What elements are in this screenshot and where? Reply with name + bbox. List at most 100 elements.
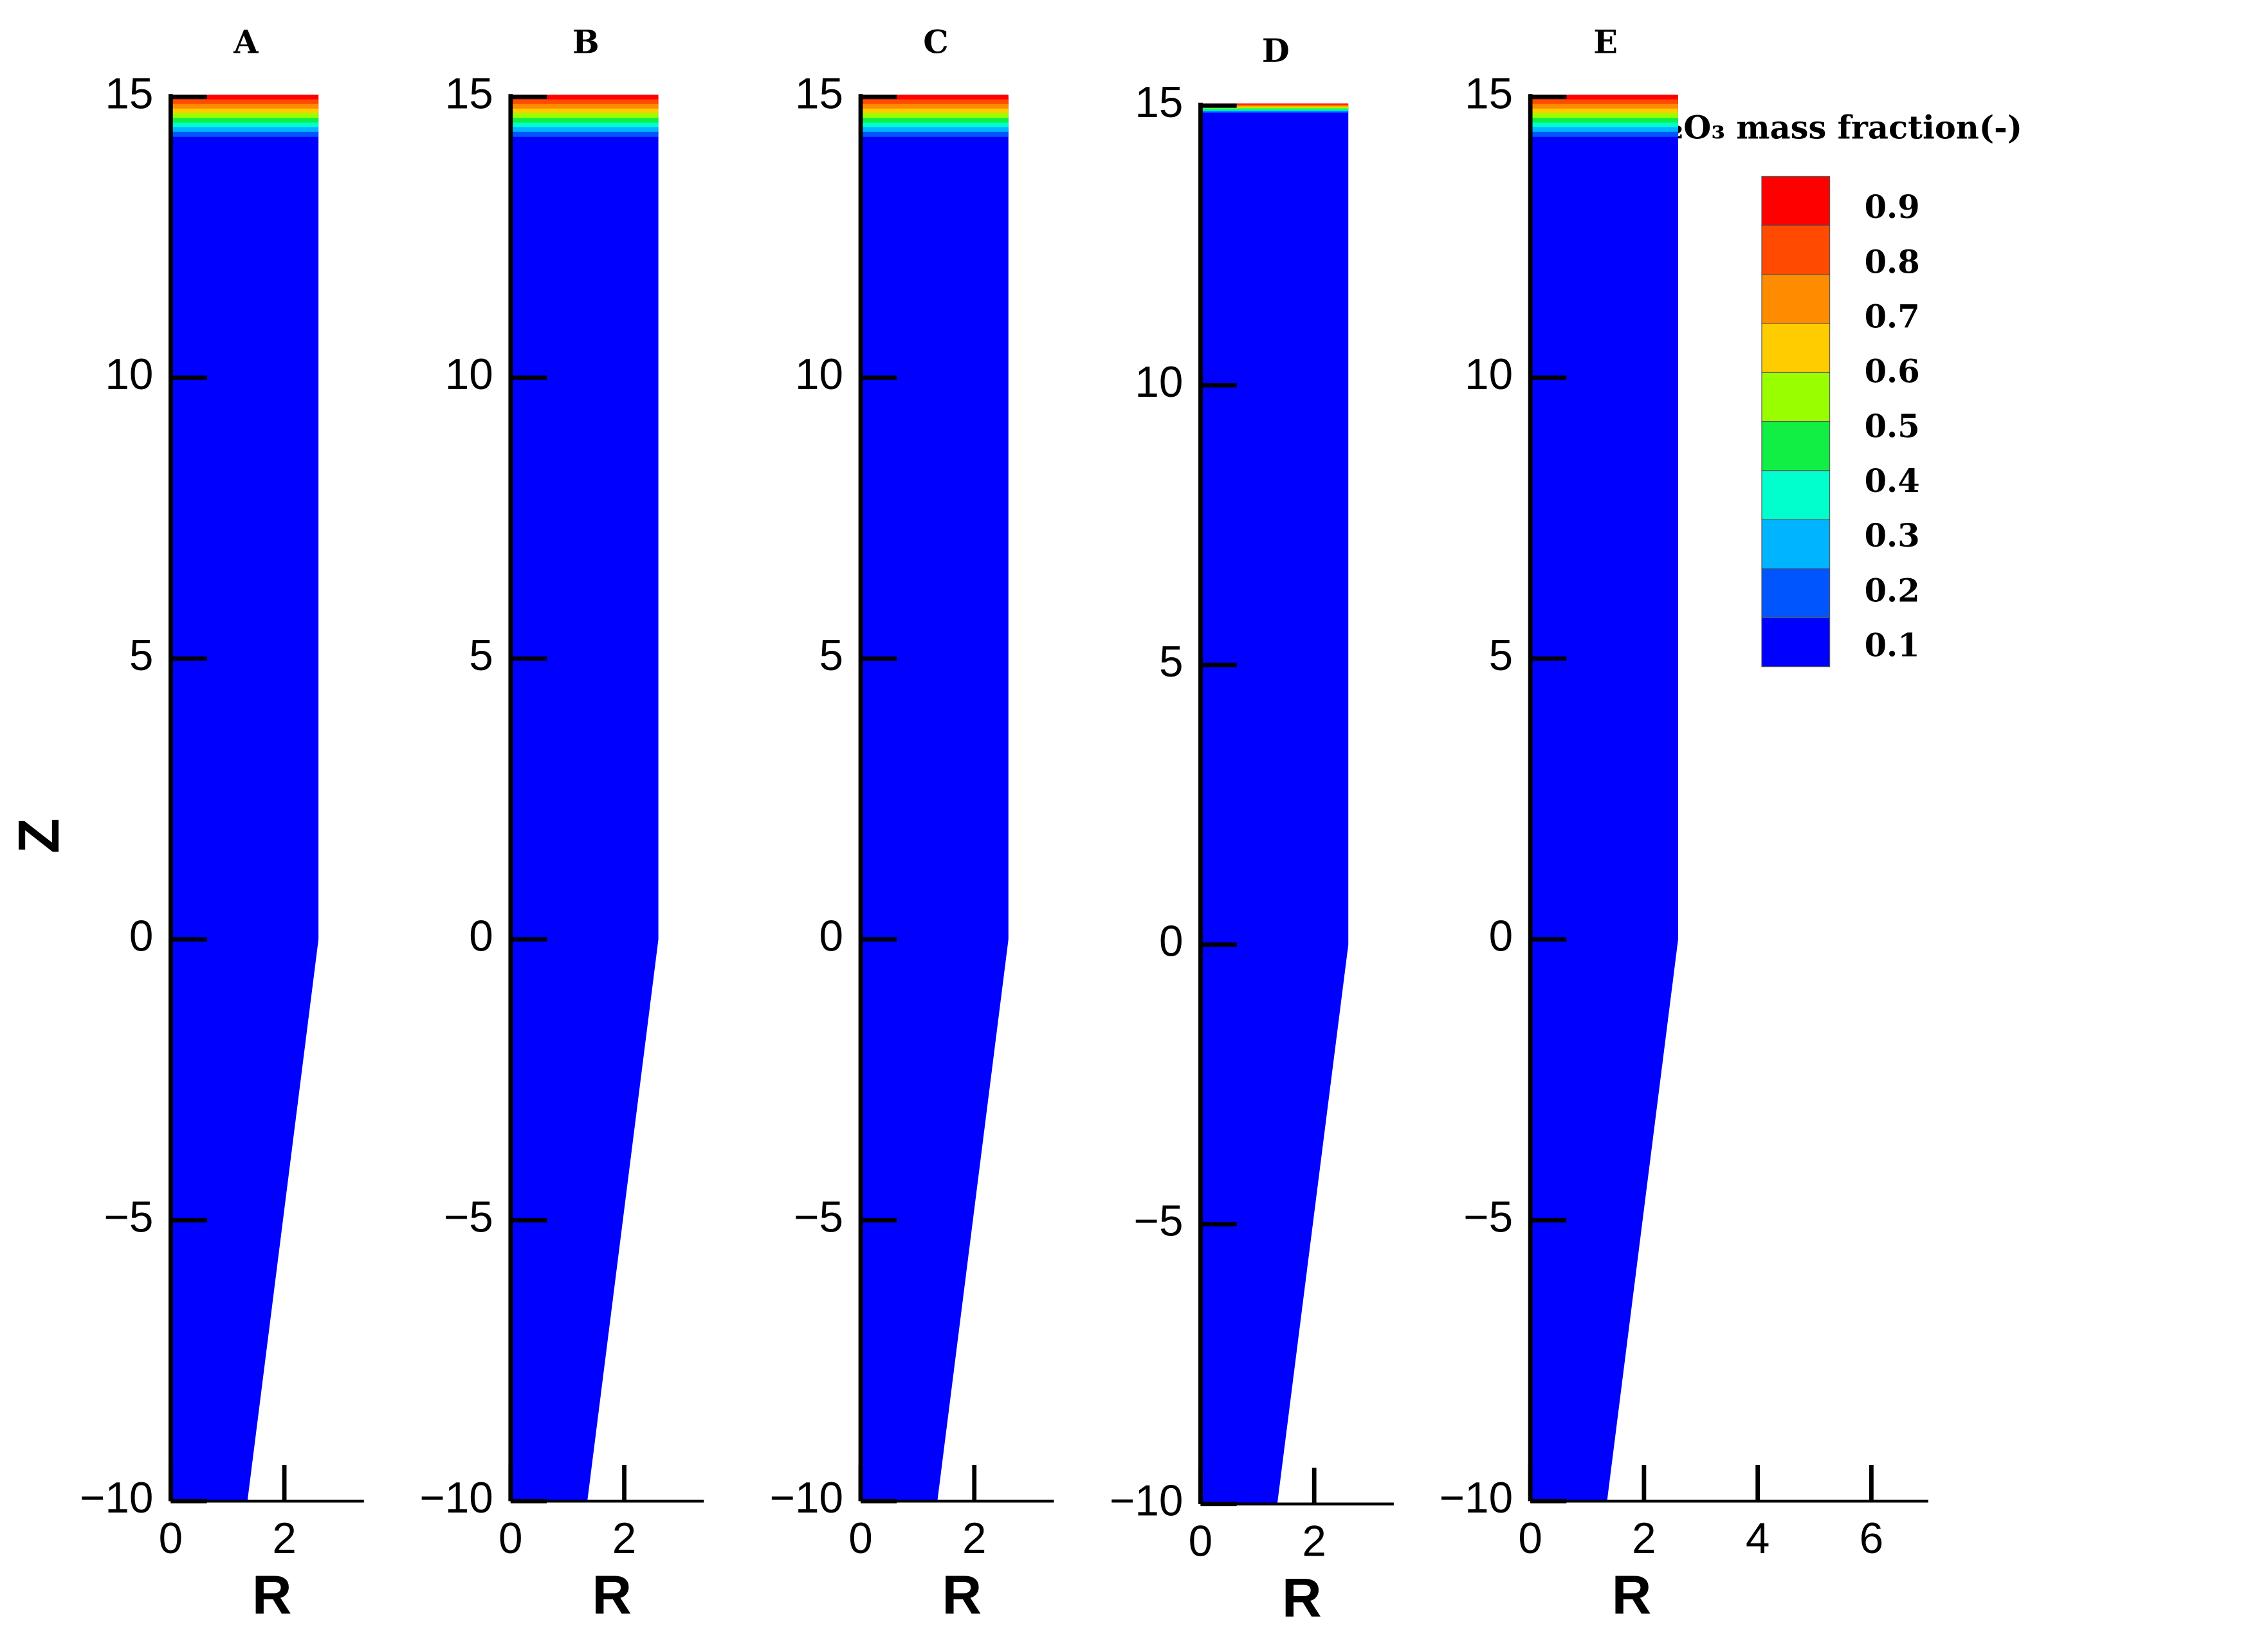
contour-layer: [170, 99, 319, 105]
y-tick-label: 15: [105, 70, 153, 118]
contour-layer: [860, 127, 1009, 132]
contour-layer: [1200, 111, 1349, 113]
contour-layer: [860, 108, 1009, 114]
contour-layer: [170, 122, 319, 128]
colorbar-band: [1761, 568, 1831, 619]
colorbar-band: [1761, 323, 1831, 373]
colorbar-band: [1761, 519, 1831, 569]
panel-title: B: [572, 24, 599, 61]
y-tick-label: 10: [445, 350, 493, 399]
contour-layer: [510, 113, 659, 118]
colorbar-band: [1761, 421, 1831, 471]
colorbar-label: 0.2: [1865, 572, 1920, 609]
contour-layer: [510, 108, 659, 114]
y-tick-label: 10: [105, 350, 153, 399]
x-tick-label: 0: [848, 1514, 873, 1563]
colorbar-band: [1761, 617, 1831, 668]
contour-layer: [170, 127, 319, 132]
contour-layer: [860, 95, 1009, 100]
y-tick-label: −5: [1463, 1193, 1513, 1241]
colorbar-band: [1761, 470, 1831, 520]
y-tick-label: 10: [1465, 350, 1513, 399]
contour-layer: [170, 118, 319, 123]
contour-layer: [1200, 103, 1349, 105]
x-tick-label: 2: [272, 1514, 297, 1563]
contour-layer: [1200, 110, 1349, 113]
x-tick-label: 2: [962, 1514, 987, 1563]
contour-layer: [860, 118, 1009, 123]
contour-layer: [170, 131, 319, 137]
y-tick-label: 0: [819, 913, 843, 961]
y-tick-label: 5: [1489, 632, 1514, 680]
colorbar-label: 0.4: [1865, 462, 1920, 500]
contour-layer: [1530, 99, 1678, 105]
domain: [510, 96, 659, 1502]
x-axis-label: R: [1612, 1565, 1652, 1626]
y-tick-label: −5: [444, 1193, 493, 1241]
colorbar-band: [1761, 372, 1831, 423]
contour-layer: [860, 104, 1009, 109]
y-tick-label: −5: [794, 1193, 843, 1241]
x-axis-label: R: [592, 1565, 632, 1626]
contour-layer: [510, 95, 659, 100]
contour-layer: [1530, 104, 1678, 109]
contour-layer: [510, 104, 659, 109]
y-tick-label: 0: [469, 913, 493, 961]
y-tick-label: 15: [795, 70, 843, 118]
y-tick-label: −5: [1134, 1197, 1184, 1246]
y-tick-label: −10: [1110, 1477, 1183, 1525]
y-tick-label: −5: [104, 1193, 153, 1241]
x-tick-label: 0: [159, 1514, 183, 1563]
x-tick-label: 0: [1189, 1517, 1213, 1565]
colorbar-band: [1761, 274, 1831, 324]
y-tick-label: −10: [419, 1474, 493, 1522]
contour-layer: [1530, 108, 1678, 114]
y-tick-label: 5: [1159, 638, 1184, 686]
x-axis-label: R: [1282, 1568, 1322, 1629]
contour-layer: [1200, 105, 1349, 107]
panel-title: E: [1593, 24, 1618, 61]
y-tick-label: 10: [1135, 358, 1183, 406]
domain: [1530, 96, 1678, 1502]
colorbar-label: 0.3: [1865, 517, 1920, 554]
x-tick-label: 2: [1302, 1517, 1326, 1565]
y-tick-label: 5: [469, 632, 493, 680]
contour-layer: [1200, 108, 1349, 110]
x-tick-label: 4: [1746, 1514, 1770, 1563]
x-tick-label: 6: [1860, 1514, 1884, 1563]
panel-title: D: [1262, 32, 1290, 69]
y-tick-label: 0: [1489, 913, 1514, 961]
contour-layer: [860, 131, 1009, 137]
contour-layer: [1530, 131, 1678, 137]
colorbar-label: 0.6: [1865, 353, 1920, 390]
colorbar-band: [1761, 176, 1831, 226]
y-tick-label: 15: [445, 70, 493, 118]
x-axis-label: R: [252, 1565, 292, 1626]
x-tick-label: 2: [1632, 1514, 1656, 1563]
domain: [170, 96, 319, 1502]
contour-layer: [510, 131, 659, 137]
contour-layer: [510, 127, 659, 132]
y-tick-label: −10: [1440, 1474, 1513, 1522]
contour-layer: [170, 95, 319, 100]
contour-layer: [860, 122, 1009, 128]
contour-layer: [1200, 104, 1349, 106]
colorbar-label: 0.1: [1865, 626, 1920, 664]
contour-layer: [510, 122, 659, 128]
contour-layer: [1530, 118, 1678, 123]
colorbar-label: 0.8: [1865, 243, 1920, 280]
colorbar-band: [1761, 225, 1831, 275]
colorbar-title: Fe₂O₃ mass fraction(-): [1629, 109, 2022, 146]
colorbar-label: 0.5: [1865, 408, 1920, 445]
contour-layer: [860, 113, 1009, 118]
contour-layer: [1530, 122, 1678, 128]
y-axis-label: Z: [7, 818, 71, 853]
x-tick-label: 2: [612, 1514, 637, 1563]
contour-layer: [1200, 109, 1349, 111]
contour-layer: [170, 113, 319, 118]
colorbar-label: 0.7: [1865, 298, 1920, 335]
domain: [860, 96, 1009, 1502]
y-tick-label: 0: [129, 913, 154, 961]
